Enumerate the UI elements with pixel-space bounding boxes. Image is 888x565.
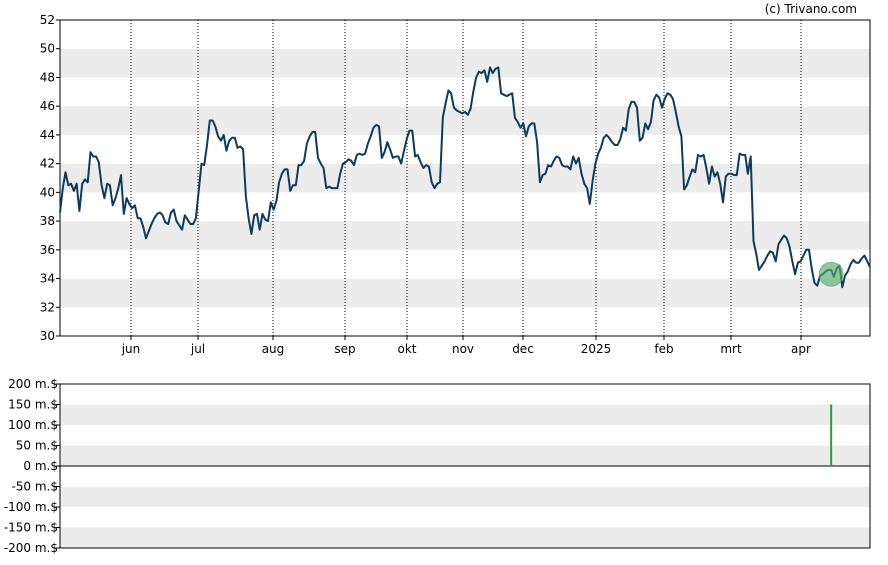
volume-y-label: 200 m.$ bbox=[8, 377, 58, 391]
price-y-label: 30 bbox=[40, 329, 55, 343]
month-label: nov bbox=[452, 342, 474, 356]
watermark: (c) Trivano.com bbox=[765, 2, 857, 16]
volume-y-label: 150 m.$ bbox=[8, 398, 58, 412]
month-label: aug bbox=[262, 342, 285, 356]
month-label: 2025 bbox=[581, 342, 612, 356]
price-band bbox=[60, 48, 870, 78]
volume-y-label: -150 m.$ bbox=[4, 521, 58, 535]
price-y-label: 36 bbox=[40, 243, 55, 257]
volume-y-axis: 200 m.$ 150 m.$ 100 m.$ 50 m.$ 0 m.$ -50 m.$ -… bbox=[4, 377, 60, 555]
volume-grid-bands bbox=[60, 404, 870, 548]
price-y-label: 48 bbox=[40, 70, 55, 84]
month-label: dec bbox=[512, 342, 534, 356]
price-band bbox=[60, 106, 870, 135]
price-y-label: 34 bbox=[40, 272, 55, 286]
volume-y-label: 50 m.$ bbox=[16, 439, 58, 453]
volume-band bbox=[60, 527, 870, 548]
volume-y-label: -100 m.$ bbox=[4, 500, 58, 514]
volume-band bbox=[60, 486, 870, 507]
price-y-axis: 30 32 34 36 38 40 42 44 46 48 50 52 bbox=[40, 13, 60, 343]
volume-y-label: 0 m.$ bbox=[23, 459, 58, 473]
price-band bbox=[60, 221, 870, 250]
price-band bbox=[60, 278, 870, 308]
month-axis: jun jul aug sep okt nov dec 2025 feb mrt apr bbox=[121, 336, 811, 356]
month-label: apr bbox=[791, 342, 811, 356]
month-label: okt bbox=[398, 342, 417, 356]
volume-y-label: 100 m.$ bbox=[8, 418, 58, 432]
month-label: jul bbox=[190, 342, 205, 356]
volume-panel: 200 m.$ 150 m.$ 100 m.$ 50 m.$ 0 m.$ -50 m.$ -… bbox=[4, 377, 871, 555]
month-label: mrt bbox=[720, 342, 742, 356]
price-y-label: 32 bbox=[40, 300, 55, 314]
price-y-label: 46 bbox=[40, 99, 55, 113]
price-band bbox=[60, 163, 870, 193]
event-marker bbox=[818, 261, 844, 287]
price-plot-border bbox=[59, 19, 871, 337]
month-label: sep bbox=[334, 342, 355, 356]
price-y-label: 50 bbox=[40, 42, 55, 56]
volume-y-label: -200 m.$ bbox=[4, 541, 58, 555]
volume-y-label: -50 m.$ bbox=[11, 480, 58, 494]
price-y-label: 40 bbox=[40, 185, 55, 199]
price-y-label: 42 bbox=[40, 157, 55, 171]
price-y-label: 52 bbox=[40, 13, 55, 27]
price-panel: 30 32 34 36 38 40 42 44 46 48 50 52 jun jul aug sep okt… bbox=[40, 13, 871, 356]
month-label: feb bbox=[654, 342, 673, 356]
volume-band bbox=[60, 404, 870, 425]
price-y-label: 38 bbox=[40, 214, 55, 228]
price-y-label: 44 bbox=[40, 128, 55, 142]
price-series-line bbox=[59, 66, 871, 289]
price-grid-bands bbox=[60, 48, 870, 308]
month-label: jun bbox=[121, 342, 141, 356]
volume-band bbox=[60, 445, 870, 466]
